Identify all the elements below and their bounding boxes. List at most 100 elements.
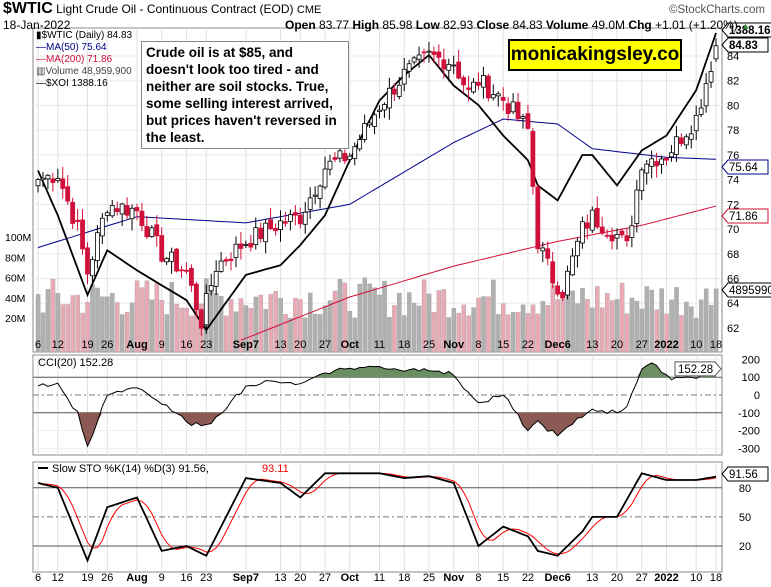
volume-bar bbox=[555, 299, 560, 353]
candle-body bbox=[634, 189, 640, 224]
candle-body bbox=[327, 160, 333, 170]
volume-bar bbox=[441, 289, 447, 353]
candle-body bbox=[149, 227, 155, 237]
x-axis-label: 10 bbox=[690, 572, 702, 584]
candle-body bbox=[664, 157, 669, 161]
candle-body bbox=[426, 50, 432, 53]
x-axis-label: 20 bbox=[294, 339, 306, 351]
volume-bar bbox=[352, 317, 358, 353]
candle-body bbox=[446, 64, 452, 71]
volume-bar bbox=[426, 293, 432, 353]
candle-body bbox=[515, 101, 521, 120]
sto-tick-label: 20 bbox=[739, 541, 751, 553]
volume-bar bbox=[342, 282, 348, 353]
x-axis-label: 11 bbox=[374, 339, 385, 351]
x-axis-label: 2022 bbox=[654, 572, 678, 584]
legend-main: ▮$WTIC (Daily) 84.83 bbox=[36, 30, 132, 42]
candle-body bbox=[85, 247, 90, 275]
candle-body bbox=[248, 242, 254, 248]
volume-bar bbox=[411, 302, 417, 353]
volume-bar bbox=[669, 299, 674, 353]
candle-body bbox=[609, 234, 615, 242]
candle-body bbox=[550, 261, 556, 284]
volume-tick-label: 20M bbox=[5, 313, 25, 325]
candle-body bbox=[713, 45, 719, 60]
candle-body bbox=[99, 217, 105, 237]
volume-bar bbox=[303, 317, 308, 353]
x-axis-label: 18 bbox=[710, 572, 722, 584]
candle-body bbox=[644, 163, 650, 174]
candle-body bbox=[109, 204, 115, 217]
candle-body bbox=[560, 291, 565, 299]
volume-bar bbox=[387, 317, 392, 353]
candle-body bbox=[35, 179, 41, 187]
candle-body bbox=[233, 243, 239, 258]
candle-body bbox=[421, 51, 427, 54]
brand: ©StockCharts.com bbox=[668, 4, 765, 16]
candle-body bbox=[174, 248, 179, 272]
x-axis-label: Aug bbox=[126, 339, 147, 351]
candle-body bbox=[124, 205, 130, 216]
x-axis-label: 26 bbox=[101, 572, 113, 584]
candle-body bbox=[218, 260, 224, 272]
volume-bar bbox=[332, 290, 338, 353]
candle-body bbox=[322, 168, 328, 188]
candle-body bbox=[654, 161, 660, 167]
volume-bar bbox=[520, 304, 526, 353]
high-label: High bbox=[352, 18, 380, 32]
candle-body bbox=[495, 93, 501, 97]
cci-value-tag-box bbox=[674, 361, 722, 377]
price-tick-label: 76 bbox=[727, 150, 739, 162]
volume-bar bbox=[248, 308, 254, 353]
cci-tick-label: 0 bbox=[754, 390, 760, 402]
volume-bar bbox=[362, 277, 367, 353]
candle-body bbox=[530, 130, 536, 187]
volume-bar bbox=[397, 292, 402, 353]
candle-body bbox=[466, 87, 471, 90]
candle-body bbox=[584, 222, 590, 229]
ma50-line bbox=[37, 118, 717, 249]
exchange: CME bbox=[296, 4, 322, 16]
volume-tick-label: 40M bbox=[5, 293, 25, 305]
volume-bar bbox=[283, 314, 288, 353]
candle-body bbox=[490, 94, 496, 99]
x-axis-label: 8 bbox=[475, 339, 481, 351]
candle-body bbox=[471, 81, 476, 93]
volume-bar bbox=[55, 293, 61, 353]
x-axis-label: 18 bbox=[710, 339, 722, 351]
volume-bar bbox=[525, 313, 531, 353]
volume-bar bbox=[629, 297, 635, 353]
volume-bar bbox=[377, 294, 382, 353]
legend-ma200: —MA(200) 71.86 bbox=[36, 54, 113, 65]
volume-bar bbox=[580, 287, 585, 353]
volume-label: Volume bbox=[545, 18, 589, 32]
volume-bar bbox=[228, 299, 234, 353]
candle-body bbox=[659, 158, 664, 165]
volume-bar bbox=[654, 309, 659, 353]
volume-bar bbox=[402, 315, 407, 353]
volume-bar bbox=[357, 283, 363, 353]
x-axis-label: 25 bbox=[423, 339, 435, 351]
cci-tick-label: -300 bbox=[738, 443, 760, 455]
candle-body bbox=[406, 63, 412, 72]
candle-body bbox=[500, 96, 506, 101]
volume-bar bbox=[451, 307, 457, 353]
volume-bar bbox=[416, 305, 422, 353]
volume-bar bbox=[407, 292, 412, 353]
candle-body bbox=[461, 77, 467, 86]
high-value: 85.98 bbox=[382, 18, 413, 32]
candle-body bbox=[386, 87, 392, 109]
volume-bar bbox=[689, 306, 694, 353]
annotation-box: Crude oil is at $85, and doesn't look to… bbox=[141, 41, 349, 149]
candle-body bbox=[579, 221, 585, 244]
open-value: 83.77 bbox=[319, 18, 350, 32]
volume-value-tag: 4895990 bbox=[729, 285, 771, 297]
candle-body bbox=[382, 104, 387, 111]
x-axis-label: 27 bbox=[319, 572, 331, 584]
x-axis-label: 23 bbox=[200, 572, 212, 584]
candle-body bbox=[159, 235, 165, 262]
legend-ma200-text: MA(200) 71.86 bbox=[46, 54, 113, 65]
volume-bar bbox=[540, 301, 546, 353]
candle-body bbox=[243, 243, 249, 246]
